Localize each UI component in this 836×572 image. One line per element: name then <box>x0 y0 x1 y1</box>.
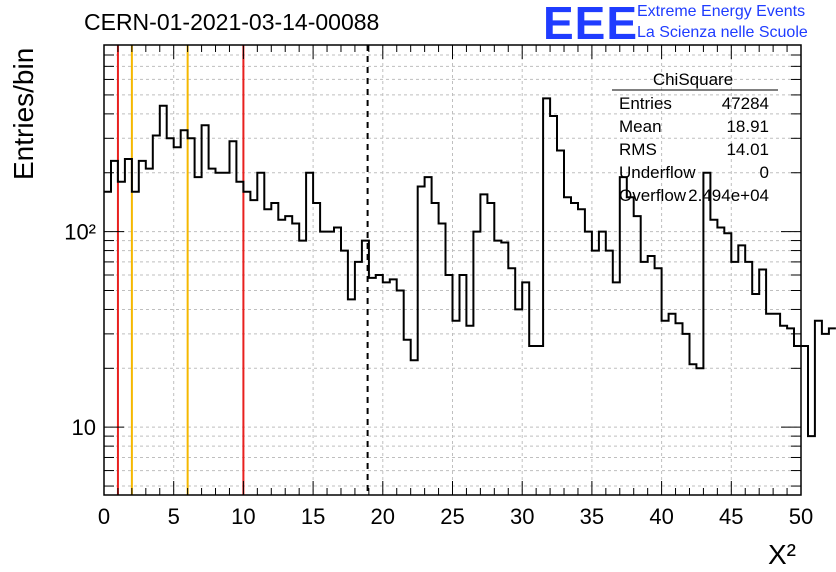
y-axis-label: Entries/bin <box>8 48 39 180</box>
y-tick-label: 10² <box>64 220 96 245</box>
logo-text-line1: Extreme Energy Events <box>637 3 806 20</box>
chart-title: CERN-01-2021-03-14-00088 <box>84 9 380 35</box>
x-tick-label: 20 <box>371 504 395 529</box>
x-tick-label: 50 <box>789 504 813 529</box>
x-tick-label: 45 <box>719 504 743 529</box>
marker-lines <box>116 45 369 495</box>
histogram-series <box>104 97 836 438</box>
stats-row-value: 18.91 <box>726 117 769 136</box>
stats-title: ChiSquare <box>653 70 733 89</box>
axis-ticks <box>103 45 802 495</box>
x-axis-label: Χ² <box>768 539 796 570</box>
y-tick-label: 10 <box>72 415 96 440</box>
x-tick-label: 40 <box>649 504 673 529</box>
stats-row-label: RMS <box>619 140 657 159</box>
grid <box>104 45 801 495</box>
logo-text-line2: La Scienza nelle Scuole <box>637 24 808 41</box>
x-tick-label: 25 <box>440 504 464 529</box>
x-tick-label: 15 <box>301 504 325 529</box>
tick-labels: 0 5 10 15 20 25 30 35 40 45 50 10 10² <box>64 220 813 529</box>
stats-row-value: 2.494e+04 <box>688 186 769 205</box>
x-tick-label: 0 <box>98 504 110 529</box>
stats-row-value: 0 <box>760 163 769 182</box>
x-tick-label: 35 <box>580 504 604 529</box>
x-tick-label: 30 <box>510 504 534 529</box>
stats-row-label: Mean <box>619 117 662 136</box>
stats-row-label: Entries <box>619 94 672 113</box>
x-tick-label: 10 <box>231 504 255 529</box>
stats-row-label: Underflow <box>619 163 696 182</box>
stats-row-label: Overflow <box>619 186 687 205</box>
stats-box: ChiSquare Entries 47284 Mean 18.91 RMS 14.01 U… <box>612 70 778 205</box>
stats-row-value: 14.01 <box>726 140 769 159</box>
eee-logo: EEE <box>543 0 639 49</box>
x-tick-label: 5 <box>168 504 180 529</box>
stats-row-value: 47284 <box>722 94 769 113</box>
